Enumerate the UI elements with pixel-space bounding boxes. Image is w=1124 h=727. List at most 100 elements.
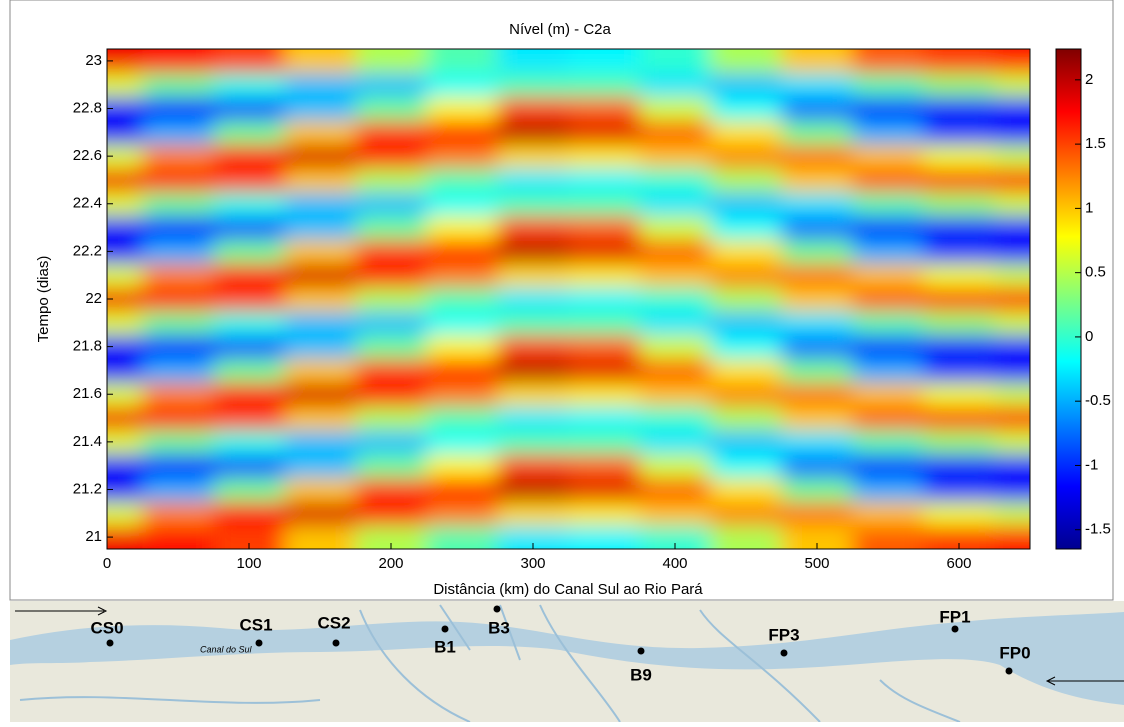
station-label: B9 xyxy=(630,665,652,684)
heat-cell xyxy=(285,406,357,430)
heat-cell xyxy=(498,73,570,97)
heat-cell xyxy=(143,287,215,311)
heat-cell xyxy=(427,287,499,311)
heat-cell xyxy=(143,311,215,335)
heat-cell xyxy=(640,73,712,97)
heat-cell xyxy=(569,263,641,287)
heat-cell xyxy=(285,335,357,359)
heat-cell xyxy=(853,311,925,335)
heat-cell xyxy=(640,239,712,263)
heat-cell xyxy=(214,359,286,383)
heat-cell xyxy=(640,263,712,287)
heat-cell xyxy=(143,359,215,383)
heat-cell xyxy=(782,263,854,287)
colorbar-tick-label: 2 xyxy=(1085,71,1093,88)
colorbar xyxy=(1056,49,1081,549)
heat-cell xyxy=(782,359,854,383)
station-dot xyxy=(1006,668,1013,675)
heat-cell xyxy=(214,430,286,454)
heat-cell xyxy=(782,382,854,406)
heat-cell xyxy=(569,287,641,311)
heat-cell xyxy=(853,478,925,502)
heat-cell xyxy=(924,73,996,97)
station-label: CS0 xyxy=(90,618,123,637)
heat-cell xyxy=(853,454,925,478)
heat-cell xyxy=(853,382,925,406)
heat-cell xyxy=(427,478,499,502)
heat-cell xyxy=(711,144,783,168)
heat-cell xyxy=(640,168,712,192)
heat-cell xyxy=(711,501,783,525)
heat-cell xyxy=(711,406,783,430)
heat-cell xyxy=(924,263,996,287)
heat-cell xyxy=(782,192,854,216)
heat-cell xyxy=(356,239,428,263)
heat-cell xyxy=(214,73,286,97)
heat-cell xyxy=(569,501,641,525)
heat-cell xyxy=(356,216,428,240)
heat-cell xyxy=(143,263,215,287)
heat-cell xyxy=(214,335,286,359)
heat-cell xyxy=(924,430,996,454)
heat-cell xyxy=(498,287,570,311)
y-tick-label: 21 xyxy=(85,528,102,545)
heat-cell xyxy=(711,97,783,121)
heat-cell xyxy=(498,120,570,144)
heat-cell xyxy=(640,97,712,121)
station-dot xyxy=(107,640,114,647)
heat-cell xyxy=(640,454,712,478)
heat-cell xyxy=(569,359,641,383)
heat-cell xyxy=(640,192,712,216)
x-axis-label: Distância (km) do Canal Sul ao Rio Pará xyxy=(433,581,703,598)
heat-cell xyxy=(569,144,641,168)
heat-cell xyxy=(498,406,570,430)
heat-cell xyxy=(924,287,996,311)
heat-cell xyxy=(498,454,570,478)
heat-cell xyxy=(143,335,215,359)
heat-cell xyxy=(711,478,783,502)
heat-cell xyxy=(143,454,215,478)
heat-cell xyxy=(853,359,925,383)
figure: Nível (m) - C2a Distância (km) do Canal … xyxy=(0,0,1124,722)
heat-cell xyxy=(143,216,215,240)
heat-cell xyxy=(640,359,712,383)
map-caption: Canal do Sul xyxy=(200,644,253,654)
heat-cell xyxy=(924,239,996,263)
heat-cell xyxy=(782,120,854,144)
heat-cell xyxy=(498,335,570,359)
y-tick-label: 23 xyxy=(85,52,102,69)
heat-cell xyxy=(285,501,357,525)
heat-cell xyxy=(853,239,925,263)
heat-cell xyxy=(924,478,996,502)
heat-cell xyxy=(924,97,996,121)
heat-cell xyxy=(427,335,499,359)
heat-cell xyxy=(640,311,712,335)
heat-cell xyxy=(427,97,499,121)
heat-cell xyxy=(498,478,570,502)
heat-cell xyxy=(143,120,215,144)
heat-cell xyxy=(498,216,570,240)
heat-cell xyxy=(285,97,357,121)
heat-cell xyxy=(143,168,215,192)
heat-cell xyxy=(711,454,783,478)
heat-cell xyxy=(285,263,357,287)
heat-cell xyxy=(498,144,570,168)
heat-cell xyxy=(640,501,712,525)
heat-cell xyxy=(214,406,286,430)
heat-cell xyxy=(427,144,499,168)
heat-cell xyxy=(214,120,286,144)
heat-cell xyxy=(782,478,854,502)
heat-cell xyxy=(711,311,783,335)
heat-cell xyxy=(640,144,712,168)
heat-cell xyxy=(640,382,712,406)
heat-cell xyxy=(782,311,854,335)
heat-cell xyxy=(285,216,357,240)
heat-cell xyxy=(498,359,570,383)
heat-cell xyxy=(285,478,357,502)
heat-cell xyxy=(427,263,499,287)
heat-cell xyxy=(498,97,570,121)
heatmap xyxy=(32,9,1107,590)
heat-cell xyxy=(711,120,783,144)
heat-cell xyxy=(356,287,428,311)
heat-cell xyxy=(924,406,996,430)
